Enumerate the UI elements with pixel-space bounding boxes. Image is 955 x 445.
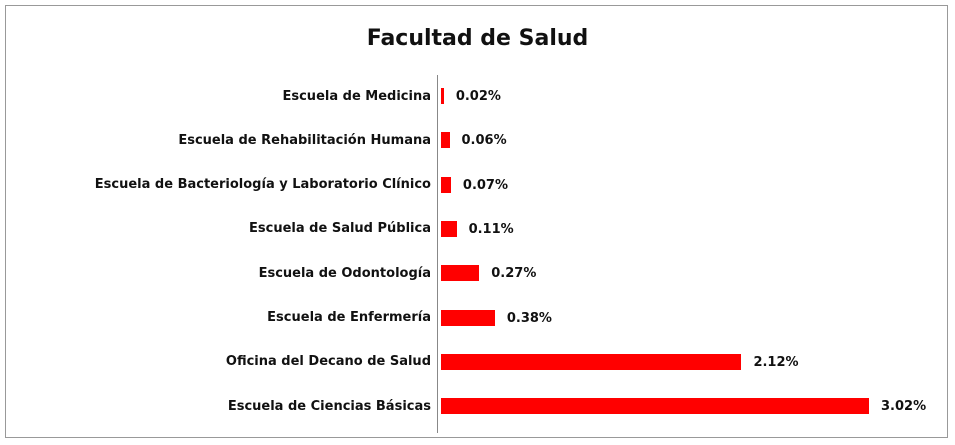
category-label: Escuela de Medicina — [282, 88, 431, 104]
category-label-box: Escuela de Rehabilitación Humana — [21, 120, 431, 160]
category-label-box: Escuela de Salud Pública — [21, 209, 431, 249]
value-label: 0.11% — [468, 221, 514, 237]
category-label: Oficina del Decano de Salud — [225, 354, 431, 370]
value-label: 0.38% — [506, 310, 552, 326]
bar — [441, 353, 742, 370]
bar — [441, 220, 457, 237]
bar — [441, 265, 480, 282]
category-label: Escuela de Ciencias Básicas — [227, 398, 431, 414]
bar — [441, 88, 444, 104]
category-label-box: Oficina del Decano de Salud — [21, 342, 431, 382]
category-label: Escuela de Rehabilitación Humana — [178, 132, 431, 148]
value-label: 0.06% — [461, 133, 507, 149]
category-label-box: Escuela de Bacteriología y Laboratorio C… — [21, 165, 431, 205]
category-label: Escuela de Bacteriología y Laboratorio C… — [94, 177, 431, 193]
value-label: 0.02% — [455, 89, 501, 104]
bar — [441, 309, 495, 326]
category-label: Escuela de Salud Pública — [249, 221, 431, 237]
bar — [441, 176, 451, 193]
chart-title: Facultad de Salud — [366, 26, 589, 51]
category-label: Escuela de Odontología — [258, 265, 431, 281]
bar — [441, 398, 869, 415]
value-label: 3.02% — [881, 399, 927, 415]
category-axis — [437, 75, 438, 433]
category-label-box: Escuela de Ciencias Básicas — [21, 386, 431, 426]
value-label: 0.07% — [462, 177, 509, 193]
chart-frame — [5, 5, 948, 438]
value-label: 2.12% — [753, 354, 799, 370]
bar — [441, 132, 450, 149]
category-label-box: Escuela de Odontología — [21, 253, 431, 293]
category-label-box: Escuela de Enfermería — [21, 298, 431, 338]
category-label-box: Escuela de Medicina — [21, 76, 431, 116]
value-label: 0.27% — [491, 266, 537, 282]
category-label: Escuela de Enfermería — [267, 310, 431, 325]
